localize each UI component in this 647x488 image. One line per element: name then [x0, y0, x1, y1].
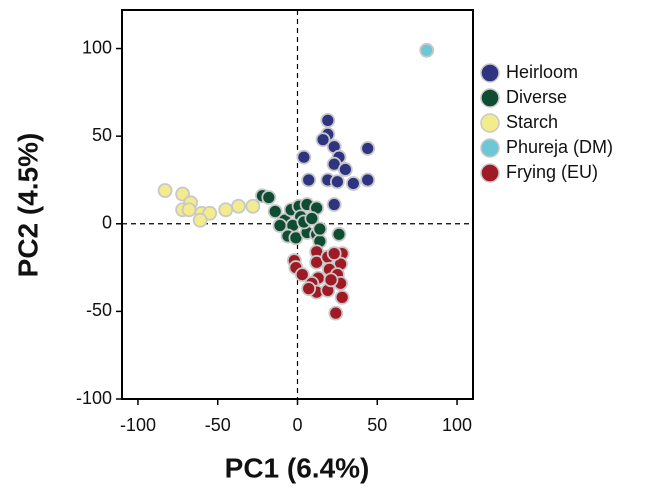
point	[334, 289, 350, 305]
point	[294, 267, 310, 282]
legend-marker	[480, 163, 500, 183]
point	[304, 211, 320, 226]
plot-frame	[121, 9, 474, 400]
point	[267, 204, 283, 219]
x-tick-label: -50	[205, 415, 231, 435]
x-axis-title: PC1 (6.4%)	[225, 452, 370, 483]
x-tick-label: 100	[442, 415, 472, 435]
point	[323, 272, 339, 288]
point	[301, 172, 317, 188]
y-tick-label: 0	[102, 213, 112, 233]
point	[218, 202, 234, 218]
legend-label: Starch	[506, 112, 558, 132]
point	[272, 218, 288, 233]
legend-marker	[480, 113, 500, 133]
y-tick-label: -100	[76, 388, 112, 408]
legend-label: Diverse	[506, 87, 567, 107]
point	[326, 197, 342, 212]
legend-marker	[480, 63, 500, 83]
point	[331, 226, 347, 242]
point	[360, 141, 376, 156]
point	[261, 190, 277, 205]
point	[312, 221, 328, 237]
point	[419, 42, 435, 58]
point	[301, 281, 317, 297]
y-tick-label: 100	[82, 37, 112, 57]
x-tick-label: -100	[120, 415, 156, 435]
point	[328, 305, 344, 321]
point	[320, 112, 336, 128]
point	[231, 198, 246, 214]
legend-label: Phureja (DM)	[506, 137, 613, 157]
legend-label: Heirloom	[506, 62, 578, 82]
legend-marker	[480, 138, 500, 158]
y-axis-title: PC2 (4.5%)	[12, 133, 43, 278]
point	[157, 183, 173, 198]
point	[345, 176, 361, 191]
point	[245, 198, 261, 214]
point	[337, 162, 353, 177]
point	[296, 149, 312, 165]
x-tick-label: 50	[367, 415, 387, 435]
x-tick-label: 0	[292, 415, 302, 435]
legend-marker	[480, 88, 500, 108]
y-tick-label: -50	[86, 300, 112, 320]
point	[192, 212, 208, 228]
point	[360, 172, 376, 188]
legend-label: Frying (EU)	[506, 162, 598, 182]
point	[326, 246, 342, 261]
point	[329, 174, 345, 190]
point	[181, 202, 197, 218]
y-tick-label: 50	[92, 125, 112, 145]
point	[315, 132, 331, 148]
